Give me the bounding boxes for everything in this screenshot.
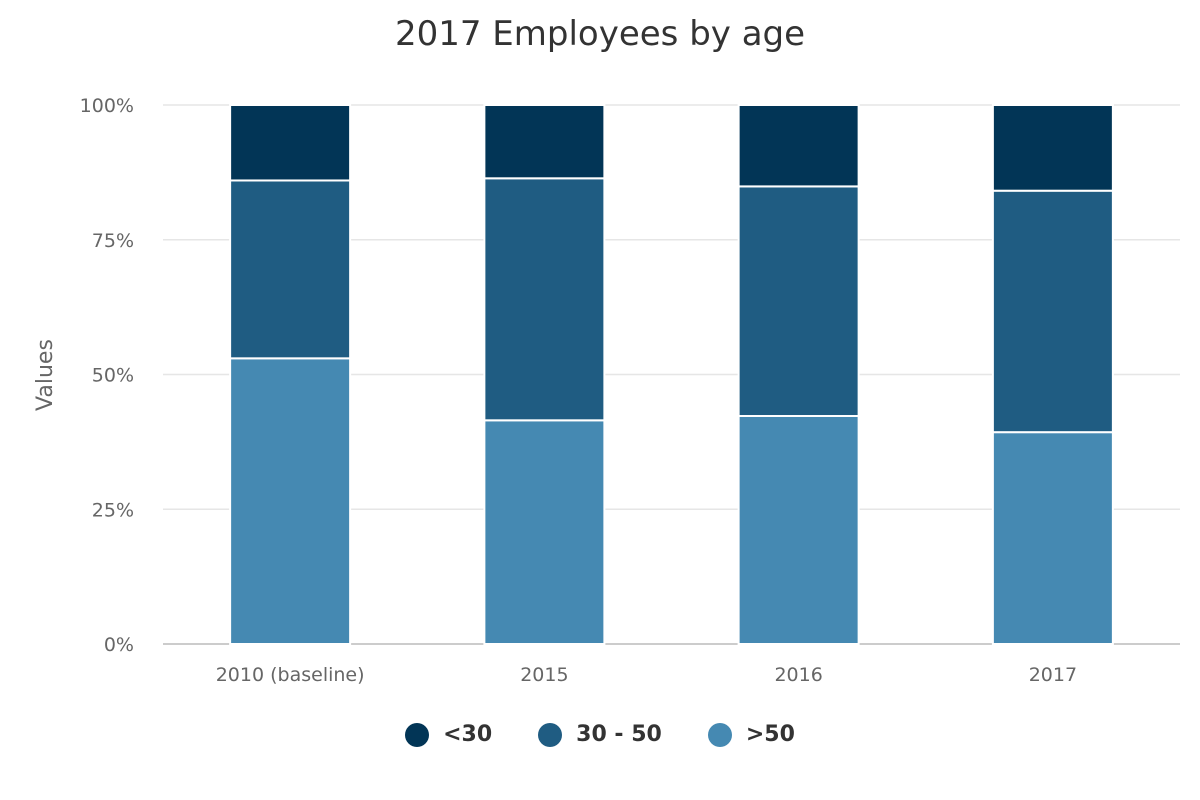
legend-item[interactable]: >50 (707, 722, 795, 747)
x-tick-label: 2015 (520, 664, 568, 686)
y-tick-label: 25% (92, 499, 134, 521)
x-tick-label: 2010 (baseline) (216, 664, 365, 686)
x-axis-ticks: 2010 (baseline) 2015 2016 2017 (216, 664, 1077, 686)
bar-segment[interactable] (737, 104, 860, 188)
bar-segment[interactable] (483, 177, 606, 422)
legend-label: <30 (443, 722, 493, 747)
bar-segment[interactable] (991, 104, 1114, 192)
bar-segment[interactable] (737, 415, 860, 645)
legend: <30 30 - 50 >50 (0, 722, 1200, 747)
y-tick-label: 0% (104, 634, 134, 656)
legend-label: >50 (745, 722, 795, 747)
x-tick-label: 2017 (1029, 664, 1077, 686)
legend-label: 30 - 50 (576, 722, 662, 747)
bar-segment[interactable] (991, 431, 1114, 645)
legend-item[interactable]: 30 - 50 (538, 722, 662, 747)
bar-segment[interactable] (991, 189, 1114, 434)
x-tick-label: 2016 (774, 664, 822, 686)
bar-segment[interactable] (737, 185, 860, 418)
bars (229, 104, 1114, 645)
bar-segment[interactable] (229, 357, 352, 645)
chart-title: 2017 Employees by age (394, 14, 806, 54)
y-tick-label: 50% (92, 365, 134, 387)
y-tick-label: 75% (92, 230, 134, 252)
legend-marker (538, 722, 563, 747)
y-tick-label: 100% (80, 95, 134, 117)
legend-marker (707, 722, 732, 747)
bar-segment[interactable] (229, 179, 352, 360)
y-axis-label: Values (33, 339, 58, 411)
y-axis-ticks: 0% 25% 50% 75% 100% (80, 95, 134, 656)
bar-segment[interactable] (229, 104, 352, 182)
bar-segment[interactable] (483, 419, 606, 645)
bar-segment[interactable] (483, 104, 606, 180)
legend-item[interactable]: <30 (405, 722, 492, 747)
legend-marker (405, 722, 430, 747)
